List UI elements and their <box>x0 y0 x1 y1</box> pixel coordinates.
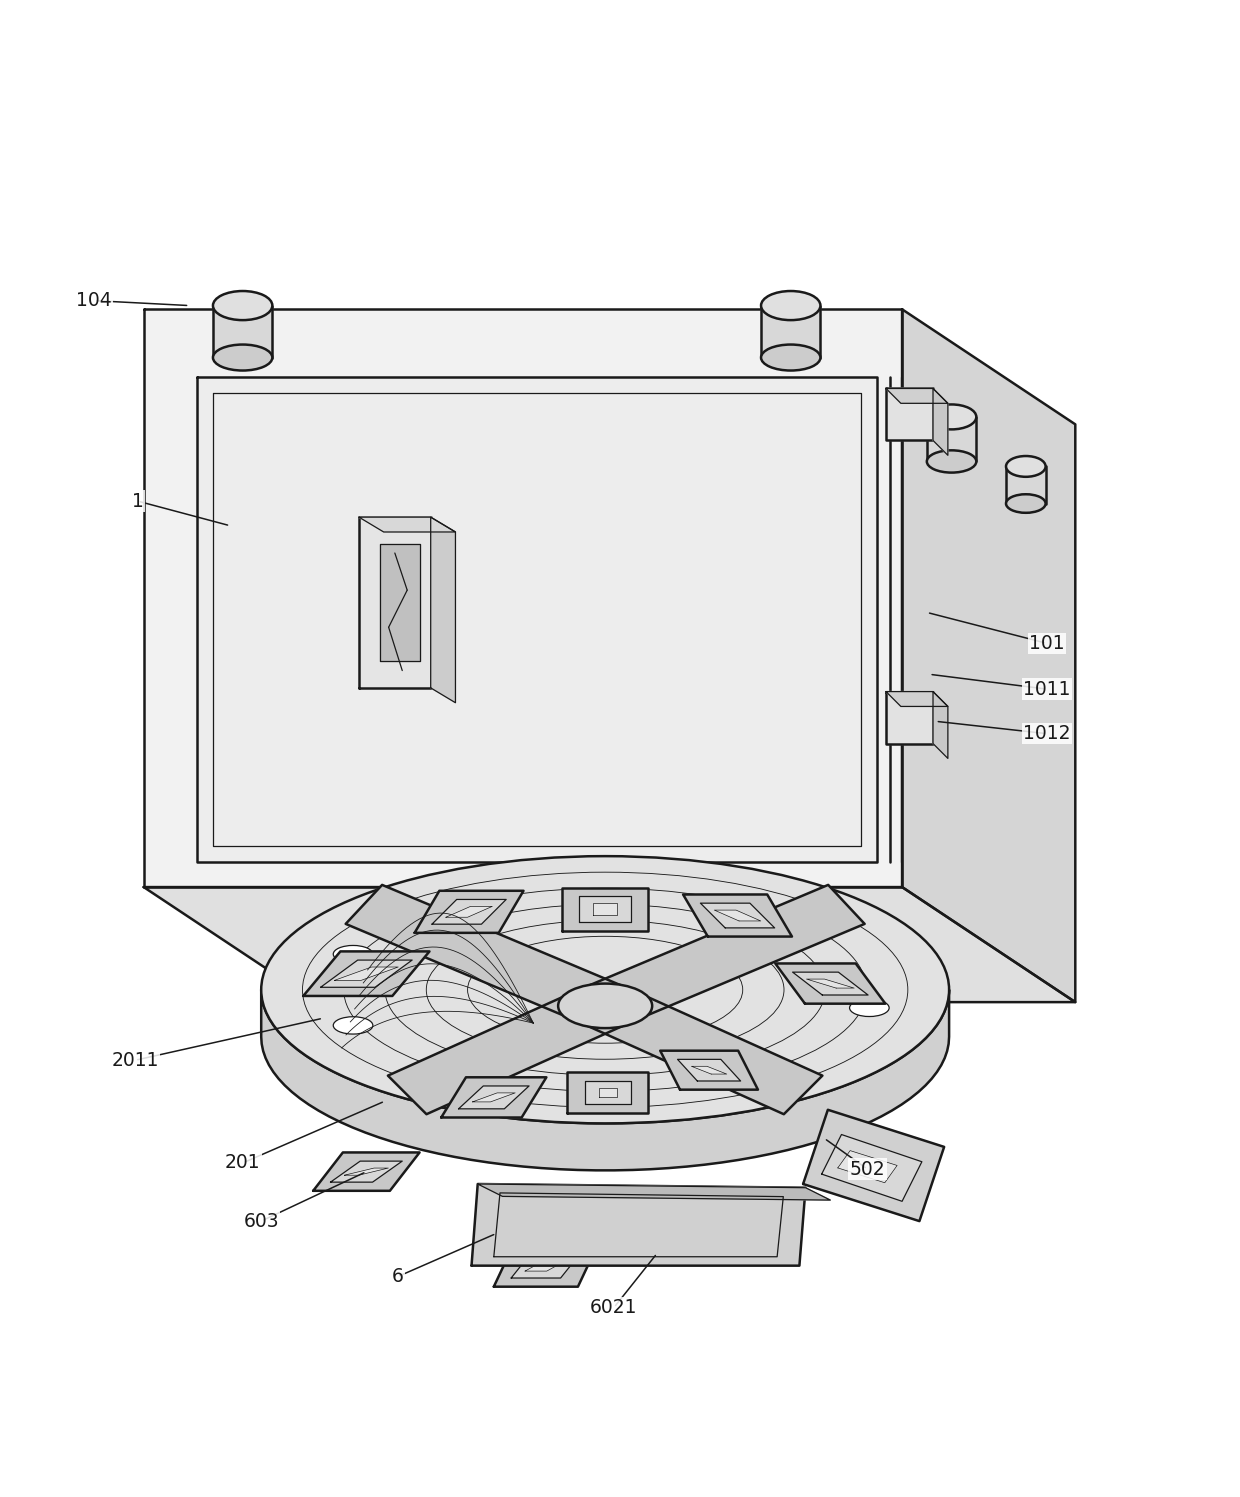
Polygon shape <box>511 1253 580 1278</box>
Polygon shape <box>804 1109 944 1222</box>
Polygon shape <box>887 692 947 707</box>
Text: 603: 603 <box>243 1211 279 1231</box>
Text: 201: 201 <box>224 1154 260 1172</box>
Polygon shape <box>213 305 273 358</box>
Polygon shape <box>262 990 949 1171</box>
Polygon shape <box>441 1078 547 1117</box>
Polygon shape <box>471 1184 806 1265</box>
Polygon shape <box>677 1060 740 1081</box>
Ellipse shape <box>558 984 652 1028</box>
Polygon shape <box>932 388 947 455</box>
Polygon shape <box>335 967 398 981</box>
Polygon shape <box>887 388 932 440</box>
Ellipse shape <box>926 451 976 473</box>
Ellipse shape <box>926 404 976 430</box>
Polygon shape <box>587 885 864 1025</box>
Polygon shape <box>775 964 885 1003</box>
Polygon shape <box>144 310 901 888</box>
Ellipse shape <box>849 998 889 1016</box>
Ellipse shape <box>1006 494 1045 513</box>
Polygon shape <box>197 377 878 862</box>
Text: 1011: 1011 <box>1023 680 1070 699</box>
Polygon shape <box>331 1162 402 1183</box>
Polygon shape <box>358 516 430 689</box>
Polygon shape <box>887 692 932 744</box>
Polygon shape <box>358 516 455 531</box>
Polygon shape <box>701 903 775 928</box>
Polygon shape <box>585 987 822 1114</box>
Polygon shape <box>494 1244 598 1287</box>
Polygon shape <box>660 1051 758 1090</box>
Polygon shape <box>144 888 1075 1001</box>
Polygon shape <box>901 310 1075 1001</box>
Polygon shape <box>446 906 492 918</box>
Polygon shape <box>568 1072 647 1112</box>
Ellipse shape <box>262 856 949 1123</box>
Polygon shape <box>593 903 618 915</box>
Text: 101: 101 <box>1029 633 1065 653</box>
Polygon shape <box>379 543 419 662</box>
Polygon shape <box>683 895 792 937</box>
Ellipse shape <box>334 1016 373 1034</box>
Polygon shape <box>304 952 429 996</box>
Polygon shape <box>714 910 761 921</box>
Ellipse shape <box>213 344 273 371</box>
Polygon shape <box>432 900 506 924</box>
Polygon shape <box>345 1168 388 1175</box>
Text: 1012: 1012 <box>1023 725 1070 743</box>
Polygon shape <box>1006 467 1045 503</box>
Polygon shape <box>346 885 624 1025</box>
Polygon shape <box>388 987 625 1114</box>
Polygon shape <box>321 960 412 988</box>
Polygon shape <box>932 692 947 759</box>
Polygon shape <box>806 979 854 988</box>
Polygon shape <box>838 1151 897 1183</box>
Polygon shape <box>414 891 523 933</box>
Polygon shape <box>792 972 868 996</box>
Text: 104: 104 <box>77 290 112 310</box>
Polygon shape <box>477 1184 831 1201</box>
Text: 2011: 2011 <box>112 1051 159 1070</box>
Polygon shape <box>926 418 976 461</box>
Text: 1: 1 <box>131 491 144 510</box>
Polygon shape <box>472 1093 515 1102</box>
Ellipse shape <box>1006 457 1045 478</box>
Text: 502: 502 <box>849 1160 885 1178</box>
Polygon shape <box>314 1153 419 1190</box>
Ellipse shape <box>334 946 373 963</box>
Polygon shape <box>761 305 821 358</box>
Ellipse shape <box>761 290 821 320</box>
Polygon shape <box>579 897 631 922</box>
Polygon shape <box>430 516 455 702</box>
Polygon shape <box>459 1085 529 1109</box>
Ellipse shape <box>761 344 821 371</box>
Polygon shape <box>562 888 649 931</box>
Ellipse shape <box>213 290 273 320</box>
Polygon shape <box>822 1135 921 1201</box>
Polygon shape <box>525 1260 567 1271</box>
Polygon shape <box>599 1088 616 1097</box>
Polygon shape <box>585 1081 630 1103</box>
Text: 6: 6 <box>392 1268 403 1286</box>
Text: 6021: 6021 <box>590 1298 637 1317</box>
Polygon shape <box>692 1066 727 1073</box>
Polygon shape <box>887 388 947 403</box>
